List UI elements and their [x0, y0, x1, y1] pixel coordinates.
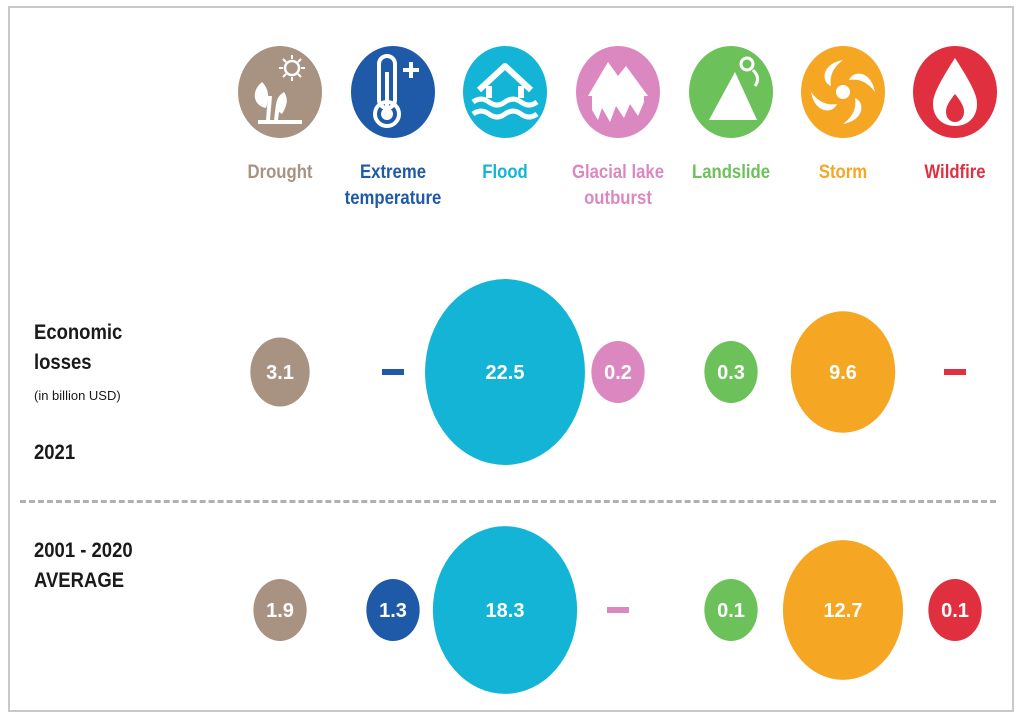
flood-icon: [463, 46, 547, 138]
bubble-2021-drought: [250, 337, 310, 407]
glacier-icon: [576, 46, 660, 138]
drought-icon: [238, 46, 322, 138]
bubble-2021-flood: [425, 279, 585, 465]
landslide-icon: [689, 46, 773, 138]
category-label-extreme-temperature: Extreme temperature: [344, 162, 442, 209]
bubble-value-label: 0.1: [941, 600, 969, 622]
bubble-value-label: 18.3: [486, 600, 525, 622]
bubble-value-label: 0.1: [717, 600, 745, 622]
bubble-value-label: 0.2: [604, 362, 632, 384]
category-label-drought: Drought: [247, 162, 313, 183]
category-label-wildfire: Wildfire: [924, 162, 986, 183]
row-label-economic-losses: Economic losses: [34, 321, 123, 374]
bubble-2001-2020AVERAGE-storm: [782, 540, 904, 680]
bubble-value-label: 1.9: [266, 600, 294, 622]
bubble-2021-glacial-lake-outburst: [591, 341, 645, 403]
category-label-glacial-lake-outburst: Glacial lake outburst: [571, 162, 665, 209]
category-label-storm: Storm: [818, 162, 868, 183]
no-data-dash: [944, 369, 966, 375]
bubble-value-label: 22.5: [486, 362, 525, 384]
bubble-value-label: 3.1: [266, 362, 294, 384]
no-data-dash: [382, 369, 404, 375]
bubble-value-label: 0.3: [717, 362, 745, 384]
wildfire-icon: [913, 46, 997, 138]
thermometer-icon: [351, 46, 435, 138]
no-data-dash: [607, 607, 629, 613]
row-separator: [20, 500, 996, 503]
category-label-landslide: Landslide: [691, 162, 771, 183]
category-label-flood: Flood: [482, 162, 528, 183]
row-label-unit: (in billion USD): [34, 388, 121, 403]
bubble-2001-2020AVERAGE-landslide: [704, 579, 758, 641]
bubble-2001-2020AVERAGE-extreme-temperature: [366, 579, 420, 641]
bubble-2021-landslide: [704, 341, 758, 403]
bubble-value-label: 1.3: [379, 600, 407, 622]
bubble-value-label: 9.6: [829, 362, 857, 384]
storm-icon: [801, 46, 885, 138]
bubble-value-label: 12.7: [824, 600, 863, 622]
row-label-year-2021: 2021: [34, 441, 76, 464]
bubble-2001-2020AVERAGE-wildfire: [928, 579, 982, 641]
row-label-average: 2001 - 2020 AVERAGE: [34, 539, 133, 592]
bubble-2001-2020AVERAGE-flood: [432, 526, 578, 694]
bubble-2021-storm: [790, 311, 896, 433]
bubble-2001-2020AVERAGE-drought: [253, 579, 307, 641]
